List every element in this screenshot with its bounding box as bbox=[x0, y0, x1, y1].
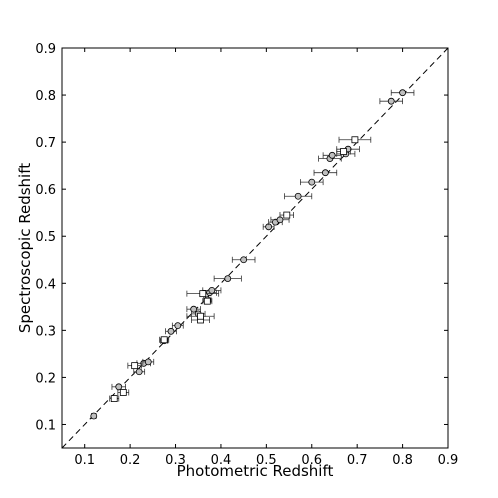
y-tick-label: 0.2 bbox=[35, 371, 56, 386]
plot-frame bbox=[61, 47, 449, 449]
circle-point bbox=[387, 97, 395, 105]
y-tick-label: 0.3 bbox=[35, 324, 56, 339]
circle-point bbox=[115, 383, 123, 391]
square-point bbox=[340, 148, 347, 155]
y-axis-label: Spectroscopic Redshift bbox=[16, 163, 34, 333]
circle-point bbox=[135, 368, 143, 376]
circle-point bbox=[144, 358, 152, 366]
square-point bbox=[283, 211, 291, 219]
square-point bbox=[203, 297, 211, 305]
square-point bbox=[160, 336, 168, 344]
y-tick-label: 0.5 bbox=[35, 230, 56, 245]
square-point bbox=[110, 395, 118, 402]
x-tick-label: 0.7 bbox=[347, 453, 368, 468]
circle-point bbox=[167, 327, 175, 335]
x-tick-label: 0.6 bbox=[301, 453, 322, 468]
identity-line bbox=[61, 47, 449, 449]
x-tick-label: 0.1 bbox=[74, 453, 95, 468]
square-point bbox=[351, 136, 359, 144]
circle-point bbox=[399, 89, 406, 97]
square-point bbox=[119, 389, 127, 396]
x-tick-label: 0.2 bbox=[120, 453, 141, 468]
circle-point bbox=[224, 275, 232, 282]
circle-point bbox=[90, 412, 98, 420]
circle-point bbox=[294, 192, 302, 200]
x-tick-label: 0.9 bbox=[438, 453, 459, 468]
y-tick-label: 0.9 bbox=[35, 42, 56, 57]
x-tick-label: 0.5 bbox=[256, 453, 277, 468]
x-axis-label: Photometric Redshift bbox=[177, 462, 334, 480]
y-tick-label: 0.1 bbox=[35, 418, 56, 433]
x-tick-label: 0.8 bbox=[392, 453, 413, 468]
x-tick-label: 0.4 bbox=[211, 453, 232, 468]
y-tick-label: 0.7 bbox=[35, 136, 56, 151]
circle-point bbox=[190, 305, 198, 313]
square-point bbox=[197, 312, 204, 320]
circle-point bbox=[208, 286, 216, 294]
y-tick-label: 0.8 bbox=[35, 89, 56, 104]
circle-point bbox=[328, 151, 336, 159]
square-point bbox=[131, 362, 139, 370]
y-tick-label: 0.6 bbox=[35, 183, 56, 198]
circle-point bbox=[240, 256, 248, 264]
circle-point bbox=[321, 169, 329, 177]
x-tick-label: 0.3 bbox=[165, 453, 186, 468]
circle-point bbox=[308, 178, 316, 186]
square-point bbox=[199, 290, 207, 298]
y-tick-label: 0.4 bbox=[35, 277, 56, 292]
circle-point bbox=[174, 322, 182, 330]
